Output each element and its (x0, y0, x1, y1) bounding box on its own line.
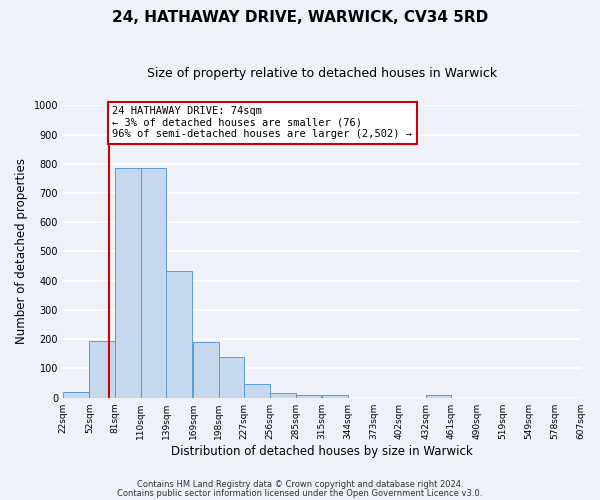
Text: 24 HATHAWAY DRIVE: 74sqm
← 3% of detached houses are smaller (76)
96% of semi-de: 24 HATHAWAY DRIVE: 74sqm ← 3% of detache… (112, 106, 412, 140)
Bar (115, 168, 141, 398)
Bar (218, 357, 244, 398)
Bar (63, 392, 89, 398)
X-axis label: Distribution of detached houses by size in Warwick: Distribution of detached houses by size … (171, 444, 473, 458)
Bar (141, 168, 166, 398)
Bar (322, 396, 348, 398)
Bar (193, 342, 218, 398)
Bar (425, 396, 451, 398)
Bar (166, 270, 192, 398)
Text: Contains HM Land Registry data © Crown copyright and database right 2024.: Contains HM Land Registry data © Crown c… (137, 480, 463, 489)
Title: Size of property relative to detached houses in Warwick: Size of property relative to detached ho… (146, 68, 497, 80)
Bar (296, 395, 321, 398)
Y-axis label: Number of detached properties: Number of detached properties (15, 158, 28, 344)
Bar (244, 384, 270, 398)
Bar (270, 394, 296, 398)
Text: 24, HATHAWAY DRIVE, WARWICK, CV34 5RD: 24, HATHAWAY DRIVE, WARWICK, CV34 5RD (112, 10, 488, 25)
Text: Contains public sector information licensed under the Open Government Licence v3: Contains public sector information licen… (118, 489, 482, 498)
Bar (89, 340, 115, 398)
